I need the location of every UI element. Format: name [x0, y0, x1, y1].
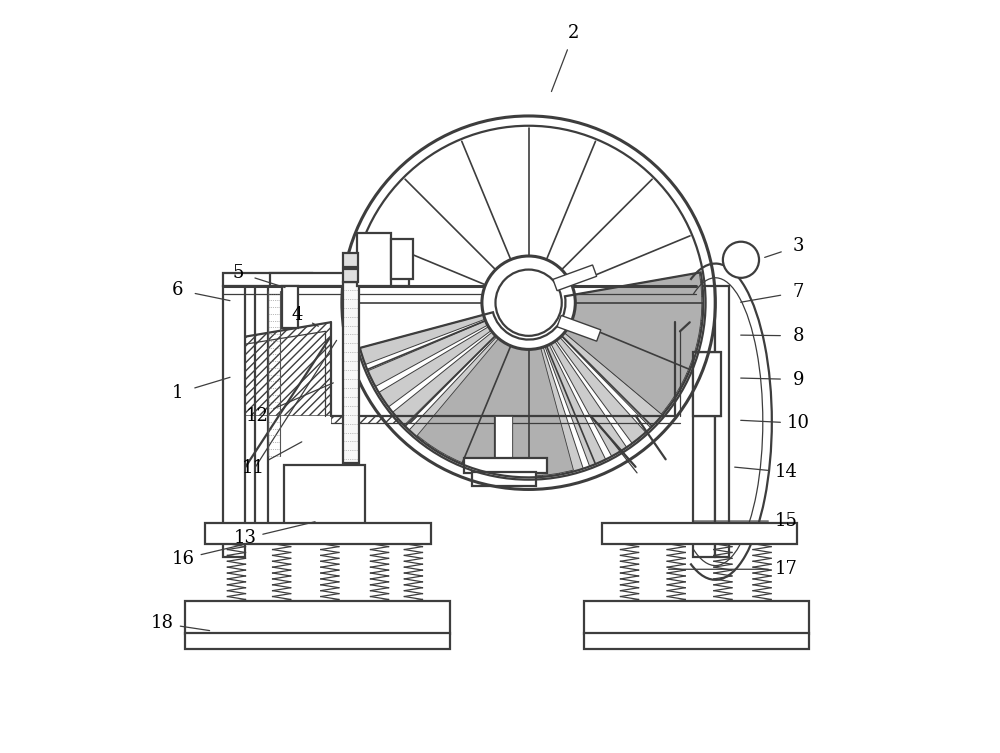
- Circle shape: [482, 256, 575, 349]
- Bar: [472, 472, 536, 486]
- Polygon shape: [393, 326, 502, 425]
- Polygon shape: [563, 313, 696, 367]
- Polygon shape: [368, 317, 496, 386]
- Polygon shape: [554, 326, 663, 428]
- Text: 16: 16: [172, 550, 195, 568]
- Bar: [553, 265, 597, 291]
- Bar: [223, 273, 312, 286]
- Bar: [693, 286, 715, 557]
- Bar: [693, 352, 721, 416]
- Polygon shape: [449, 336, 515, 465]
- Polygon shape: [564, 308, 702, 345]
- Bar: [464, 458, 547, 473]
- Polygon shape: [409, 330, 506, 441]
- Bar: [557, 316, 601, 341]
- Text: 4: 4: [291, 306, 302, 324]
- Bar: [270, 273, 409, 286]
- Text: 8: 8: [792, 327, 804, 345]
- Polygon shape: [558, 322, 677, 410]
- Polygon shape: [546, 334, 627, 456]
- Circle shape: [495, 270, 562, 336]
- Polygon shape: [565, 279, 703, 301]
- Polygon shape: [495, 416, 512, 459]
- Polygon shape: [561, 318, 688, 389]
- Text: 1: 1: [172, 384, 183, 402]
- Polygon shape: [532, 339, 560, 477]
- Polygon shape: [537, 338, 583, 474]
- Polygon shape: [542, 336, 606, 466]
- Text: 3: 3: [792, 237, 804, 255]
- Circle shape: [723, 242, 759, 278]
- Text: 9: 9: [792, 370, 804, 389]
- Polygon shape: [428, 333, 510, 455]
- Text: 5: 5: [232, 264, 244, 282]
- Text: 13: 13: [234, 529, 257, 547]
- Polygon shape: [565, 303, 703, 321]
- Text: 15: 15: [775, 512, 798, 530]
- Text: 7: 7: [793, 283, 804, 301]
- Bar: [205, 523, 431, 544]
- Bar: [602, 523, 797, 544]
- Polygon shape: [494, 339, 525, 477]
- Polygon shape: [360, 312, 494, 364]
- Polygon shape: [379, 322, 499, 407]
- Bar: [185, 633, 450, 649]
- Bar: [391, 239, 413, 279]
- Text: 18: 18: [151, 614, 174, 633]
- Bar: [715, 286, 729, 557]
- Bar: [223, 286, 245, 557]
- Text: 11: 11: [242, 459, 265, 477]
- Text: 17: 17: [775, 560, 798, 578]
- Polygon shape: [518, 340, 536, 477]
- Bar: [343, 269, 358, 282]
- Bar: [584, 633, 809, 649]
- Polygon shape: [471, 337, 520, 473]
- Bar: [284, 465, 365, 526]
- Text: 10: 10: [787, 414, 810, 432]
- Wedge shape: [417, 336, 573, 476]
- Wedge shape: [561, 273, 702, 414]
- Text: 6: 6: [172, 281, 183, 299]
- Bar: [185, 601, 450, 634]
- Text: 14: 14: [775, 463, 798, 481]
- Polygon shape: [550, 330, 646, 444]
- Text: 12: 12: [246, 407, 269, 425]
- Bar: [343, 282, 359, 463]
- Bar: [584, 601, 809, 634]
- Bar: [357, 233, 391, 286]
- Bar: [343, 253, 358, 267]
- Bar: [282, 286, 298, 328]
- Bar: [255, 286, 268, 542]
- Text: 2: 2: [568, 24, 579, 42]
